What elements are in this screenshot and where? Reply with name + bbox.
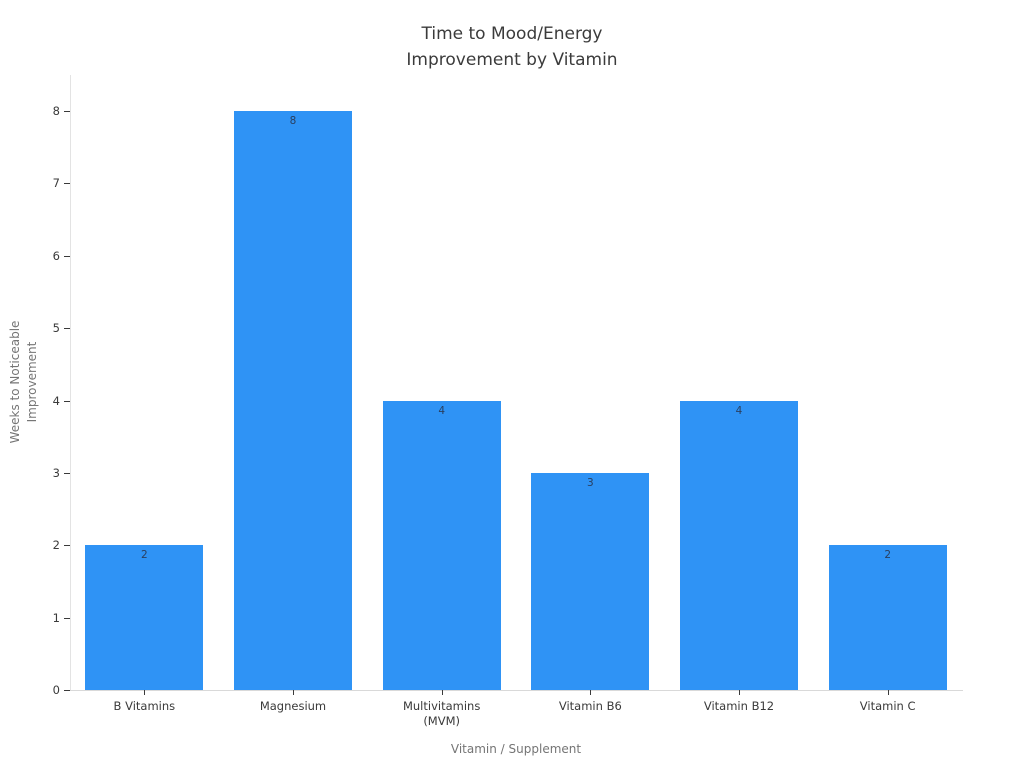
- y-tick-label: 6: [52, 248, 60, 263]
- bar: [531, 472, 650, 690]
- x-axis-line: [70, 690, 963, 691]
- x-tick-mark: [441, 690, 443, 695]
- y-tick-label: 2: [52, 538, 60, 553]
- x-tick-mark: [293, 690, 294, 695]
- bar: [85, 545, 204, 690]
- y-tick-mark: [64, 183, 70, 185]
- bar: [828, 545, 947, 690]
- y-tick-mark: [64, 400, 70, 402]
- x-tick-label: Vitamin B12: [703, 699, 775, 713]
- y-tick-mark: [64, 328, 70, 330]
- y-tick-mark: [64, 617, 70, 619]
- y-tick-mark: [64, 472, 70, 474]
- y-tick-label: 0: [52, 683, 60, 697]
- y-tick-mark: [64, 111, 70, 112]
- y-tick-label: 7: [52, 176, 60, 191]
- y-tick-label: 5: [52, 321, 60, 336]
- x-tick-label: Multivitamins (MVM): [402, 699, 481, 728]
- bar: [382, 400, 501, 690]
- x-tick-label: Vitamin B6: [558, 699, 622, 713]
- bar-value-label: 4: [735, 404, 743, 417]
- x-tick-mark: [144, 690, 146, 695]
- x-axis-title: Vitamin / Supplement: [450, 742, 582, 756]
- x-tick-label: B Vitamins: [113, 699, 176, 713]
- bar: [680, 400, 798, 690]
- x-tick-mark: [590, 690, 592, 695]
- bar-value-label: 4: [438, 404, 445, 417]
- y-tick-mark: [64, 690, 70, 691]
- x-tick-mark: [887, 690, 889, 695]
- y-tick-mark: [64, 255, 70, 257]
- y-tick-mark: [64, 545, 70, 547]
- bar: [234, 111, 352, 690]
- y-axis-line: [70, 75, 71, 690]
- bar-value-label: 3: [586, 476, 594, 489]
- y-tick-label: 1: [52, 610, 60, 625]
- bar-value-label: 2: [884, 549, 891, 562]
- bar-value-label: 2: [140, 549, 148, 562]
- y-tick-label: 4: [52, 393, 60, 408]
- x-tick-label: Magnesium: [259, 699, 327, 713]
- x-tick-mark: [739, 690, 740, 695]
- bar-value-label: 8: [289, 115, 297, 127]
- y-tick-label: 3: [52, 465, 60, 480]
- y-tick-label: 8: [52, 104, 60, 118]
- x-tick-label: Vitamin C: [859, 699, 916, 713]
- chart-title: Time to Mood/Energy Improvement by Vitam…: [406, 24, 618, 70]
- y-axis-title: Weeks to Noticeable Improvement: [8, 320, 39, 444]
